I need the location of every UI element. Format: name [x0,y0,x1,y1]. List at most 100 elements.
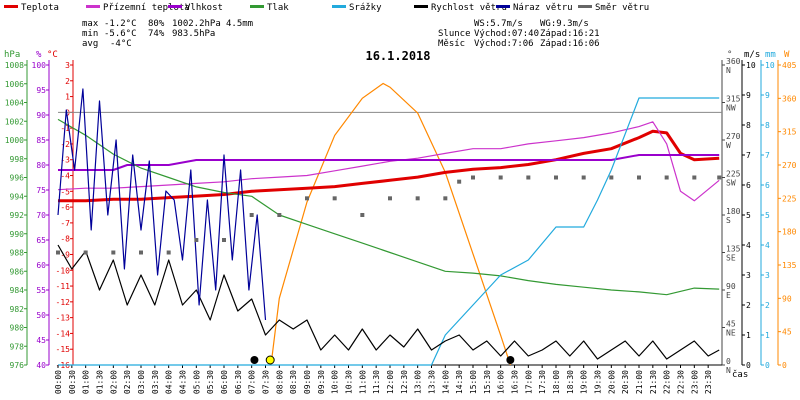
pressure-axis-tick-label: 1000 [5,136,24,145]
pressure-axis-tick-label: 1002 [5,117,24,126]
temperature-axis-tick-label: -14 [56,329,71,338]
x-tick-label: 05:30 [206,370,215,394]
pressure-axis-tick-label: 1008 [5,61,24,70]
rain-axis-tick-label: 5 [765,211,770,220]
series-wind-direction-point [332,196,337,201]
series-line [57,88,267,321]
direction-axis-tick-label: 135 [726,245,741,254]
x-tick-label: 07:00 [248,370,257,394]
x-tick-label: 11:30 [372,370,381,394]
series-line [58,97,720,366]
x-tick-label: 01:30 [96,370,105,394]
series-wind-direction-point [457,179,462,184]
legend-label: Vlhkost [185,3,223,13]
speed-axis-tick-label: 7 [746,151,751,160]
series-solar-line [270,82,511,366]
unit-pressure: hPa [4,50,20,60]
x-tick-label: 02:30 [123,370,132,394]
x-tick-label: 13:30 [428,370,437,394]
x-tick-label: 14:30 [455,370,464,394]
speed-axis-tick-label: 8 [746,121,751,130]
speed-axis-tick-label: 4 [746,241,751,250]
pressure-axis-tick-label: 990 [10,230,25,239]
solar-axis-tick-label: 90 [782,294,792,303]
direction-axis-compass-label: SW [726,179,736,188]
solar-axis-tick-label: 225 [782,194,797,203]
direction-axis-tick-label: 0 [726,357,731,366]
rain-axis-tick-label: 3 [765,271,770,280]
stat-max-label: max [82,19,99,29]
solar-axis-tick-label: 45 [782,328,792,337]
legend-label: Přízemní teplota [103,3,190,13]
temperature-axis-tick-label: -6 [60,203,70,212]
pressure-axis-tick-label: 980 [10,324,25,333]
direction-axis-compass-label: E [726,291,731,300]
temperature-axis-tick-label: -9 [60,250,70,259]
stat-min-hum: 74% [148,29,165,39]
moon-set: Západ:16:06 [540,39,600,49]
series-wind-direction-point [415,196,420,201]
stat-max-rain: 4.5mm [226,19,253,29]
direction-axis-compass-label: SE [726,254,736,263]
sun-set: Západ:16:21 [540,29,600,39]
legend-swatch [86,5,100,8]
pressure-axis-tick-label: 986 [10,267,25,276]
stat-max-temp: -1.2°C [104,19,137,29]
stat-max-hum: 80% [148,19,165,29]
pressure-axis-tick-label: 982 [10,305,25,314]
sun-label: Slunce [438,29,471,39]
pressure-axis-tick-label: 994 [10,192,25,201]
series-line [57,118,720,296]
solar-axis-tick-label: 270 [782,161,797,170]
direction-axis-compass-label: N [726,66,731,75]
series-wind-direction-point [554,175,558,180]
pressure-axis-tick-label: 992 [10,211,25,220]
x-tick-label: 15:00 [469,370,478,394]
direction-axis-tick-label: 315 [726,95,741,104]
direction-axis-tick-label: 90 [726,282,736,291]
x-tick-label: 01:00 [82,370,91,394]
humidity-axis-tick-label: 80 [36,161,46,170]
series-wind-direction-point [637,175,641,180]
temperature-axis-tick-label: -12 [56,298,71,307]
x-tick-label: 03:00 [137,370,146,394]
series-wind-direction-point [471,175,475,180]
legend-swatch [250,5,264,8]
sunset-marker [506,356,515,364]
stat-min-label: min [82,29,98,39]
x-tick-label: 18:00 [552,370,561,394]
series-line [57,121,720,202]
x-tick-label: 04:00 [165,370,174,394]
direction-axis-compass-label: N [726,366,731,375]
moon-label: Měsíc [438,39,465,49]
speed-axis-tick-label: 2 [746,301,751,310]
temperature-axis-tick-label: -2 [60,140,70,149]
legend-label: Srážky [349,3,382,13]
temperature-axis-tick-label: -3 [60,156,70,165]
direction-axis-compass-label: NE [726,329,736,338]
direction-axis-tick-label: 180 [726,207,741,216]
x-tick-label: 08:00 [275,370,284,394]
speed-axis-tick-label: 9 [746,91,751,100]
legend-label: Rychlost větru [431,3,507,13]
pressure-axis-tick-label: 988 [10,249,25,258]
direction-axis-tick-label: 45 [726,320,736,329]
legend-label: Náraz větru [513,3,573,13]
humidity-axis-tick-label: 95 [36,86,46,95]
series-wind-direction-point [194,238,199,242]
x-tick-label: 04:30 [179,370,188,394]
series-line [58,154,720,171]
x-tick-label: 06:00 [220,370,229,394]
x-tick-label: 20:00 [607,370,616,394]
series-wind-direction-point [111,250,116,255]
humidity-axis-tick-label: 85 [36,136,46,145]
series-wind-direction-point [166,250,171,255]
x-tick-label: 23:30 [704,370,713,394]
temperature-axis-tick-label: 2 [65,77,70,86]
rain-axis-tick-label: 8 [765,121,770,130]
series-line [58,129,720,203]
rain-axis-tick-label: 9 [765,91,770,100]
x-tick-label: 15:30 [483,370,492,394]
humidity-axis-tick-label: 40 [36,361,46,370]
legend-swatch [496,5,510,8]
